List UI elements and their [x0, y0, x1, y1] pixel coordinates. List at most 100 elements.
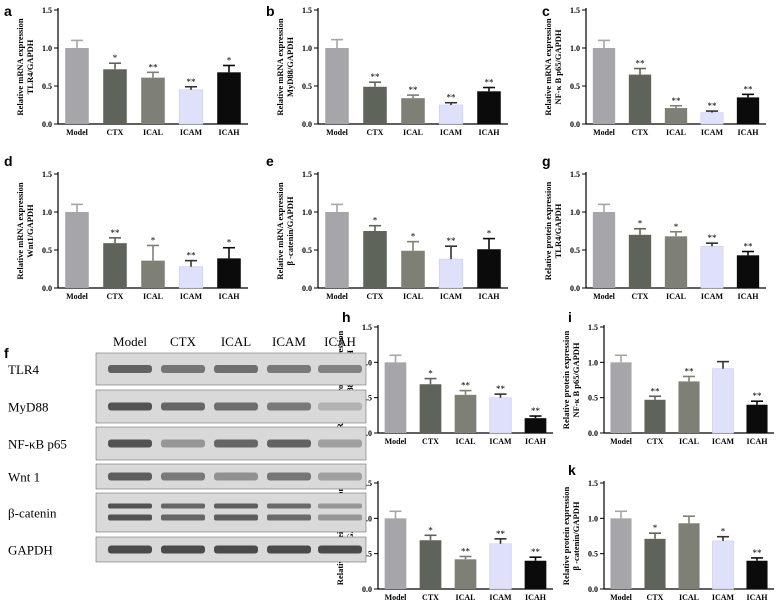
blot-band	[267, 365, 311, 373]
y-axis-label-line: Relative mRNA expression	[15, 182, 25, 279]
category-label: Model	[593, 128, 616, 137]
category-label: ICAL	[403, 128, 423, 137]
category-label: ICAL	[666, 292, 686, 301]
category-label: CTX	[647, 593, 664, 602]
y-axis-label: Relative mRNA expressionMyD88/GAPDH	[275, 18, 295, 115]
category-label: ICAH	[479, 128, 501, 137]
chart-panel-k: k 0.0 0.5 1.0 1.5 Relative protein expression…	[561, 462, 774, 602]
y-axis-label-line: Relative protein expression	[561, 487, 571, 586]
blot-band	[267, 402, 311, 411]
significance-mark: **	[447, 236, 457, 246]
category-label: Model	[385, 593, 408, 602]
lane-label: ICAH	[324, 334, 356, 349]
bar-icam	[712, 368, 734, 434]
significance-mark: *	[227, 238, 232, 248]
y-tick-label: 0.5	[42, 82, 52, 91]
significance-mark: **	[461, 381, 471, 391]
blot-band	[267, 472, 311, 481]
y-axis-label-line: NF-κ B p65/GAPDH	[553, 29, 563, 104]
blot-band	[318, 514, 362, 521]
y-tick-label: 0.5	[570, 246, 580, 255]
significance-mark: **	[744, 84, 754, 94]
panel-letter: a	[4, 3, 12, 19]
panel-letter: c	[542, 3, 550, 19]
bar-icam	[712, 540, 734, 590]
bar-icam	[700, 245, 724, 289]
y-axis-label-line: Relative protein expression	[543, 182, 553, 281]
lane-label: ICAL	[221, 334, 251, 349]
blot-band	[161, 402, 205, 411]
significance-mark: *	[653, 523, 658, 533]
category-label: ICAM	[180, 292, 203, 301]
y-tick-label: 0.0	[588, 585, 598, 594]
blot-strip	[95, 492, 367, 533]
y-tick-label: 1.5	[570, 6, 580, 15]
blot-band	[267, 545, 311, 554]
y-tick-label: 0.0	[570, 120, 580, 129]
y-tick-label: 1.0	[588, 358, 598, 367]
significance-mark: *	[151, 235, 156, 245]
blot-band	[108, 402, 152, 411]
significance-mark: **	[708, 233, 718, 243]
category-label: CTX	[367, 292, 384, 301]
category-label: ICAL	[403, 292, 423, 301]
significance-mark: **	[111, 228, 121, 238]
significance-mark: *	[487, 229, 492, 239]
blot-band	[161, 439, 205, 448]
bar-ical	[454, 559, 477, 589]
category-label: ICAH	[747, 593, 769, 602]
category-label: ICAH	[738, 128, 760, 137]
y-tick-label: 1.0	[588, 514, 598, 523]
bar-icah	[736, 255, 760, 288]
bar-ctx	[419, 384, 442, 433]
category-label: CTX	[422, 593, 439, 602]
blot-band	[267, 439, 311, 448]
bar-model	[384, 362, 407, 433]
bar-icah	[524, 418, 547, 433]
bar-ctx	[363, 86, 387, 124]
category-label: Model	[66, 128, 89, 137]
y-tick-label: 1.5	[588, 479, 598, 488]
blot-band	[161, 545, 205, 554]
blot-band	[267, 514, 311, 521]
significance-mark: **	[531, 547, 541, 557]
bar-ctx	[628, 74, 652, 124]
y-axis-label-line: β -catenin/GAPDH	[571, 501, 581, 570]
category-label: ICAH	[525, 593, 547, 602]
category-label: ICAH	[738, 292, 760, 301]
y-tick-label: 0.0	[362, 429, 372, 438]
y-tick-label: 0.5	[362, 550, 372, 559]
blot-row-label: GAPDH	[8, 543, 53, 558]
category-label: Model	[385, 437, 408, 446]
blot-row-label: MyD88	[8, 400, 48, 415]
lane-label: Model	[113, 334, 147, 349]
bar-ctx	[644, 538, 666, 589]
y-tick-label: 0.0	[42, 120, 52, 129]
y-axis-label: Relative mRNA expressionTLR4/GAPDH	[15, 18, 35, 115]
category-label: ICAM	[712, 437, 735, 446]
category-label: ICAH	[747, 437, 769, 446]
bar-icam	[489, 543, 512, 590]
y-axis-label-line: Relative protein expression	[561, 331, 571, 430]
y-axis-label: Relative protein expressionβ -catenin/GA…	[561, 487, 581, 586]
bar-icah	[746, 560, 768, 589]
lane-label: CTX	[170, 334, 197, 349]
blot-band	[214, 365, 258, 373]
significance-mark: *	[411, 232, 416, 242]
y-tick-label: 1.5	[362, 479, 372, 488]
bar-model	[592, 212, 616, 288]
panel-letter: f	[4, 345, 9, 361]
y-axis-label-line: TLR4/GAPDH	[25, 39, 35, 94]
y-tick-label: 1.0	[362, 514, 372, 523]
significance-mark: **	[651, 386, 661, 396]
bar-model	[325, 48, 349, 124]
blot-band	[161, 514, 205, 521]
category-label: Model	[326, 292, 349, 301]
chart-panel-e: e 0.0 0.5 1.0 1.5 Relative mRNA expressionβ -…	[266, 153, 508, 301]
significance-mark: **	[753, 548, 763, 558]
significance-mark: **	[485, 78, 495, 88]
significance-mark: **	[447, 93, 457, 103]
y-tick-label: 1.5	[362, 323, 372, 332]
significance-mark: *	[227, 55, 232, 65]
y-tick-label: 1.5	[42, 170, 52, 179]
